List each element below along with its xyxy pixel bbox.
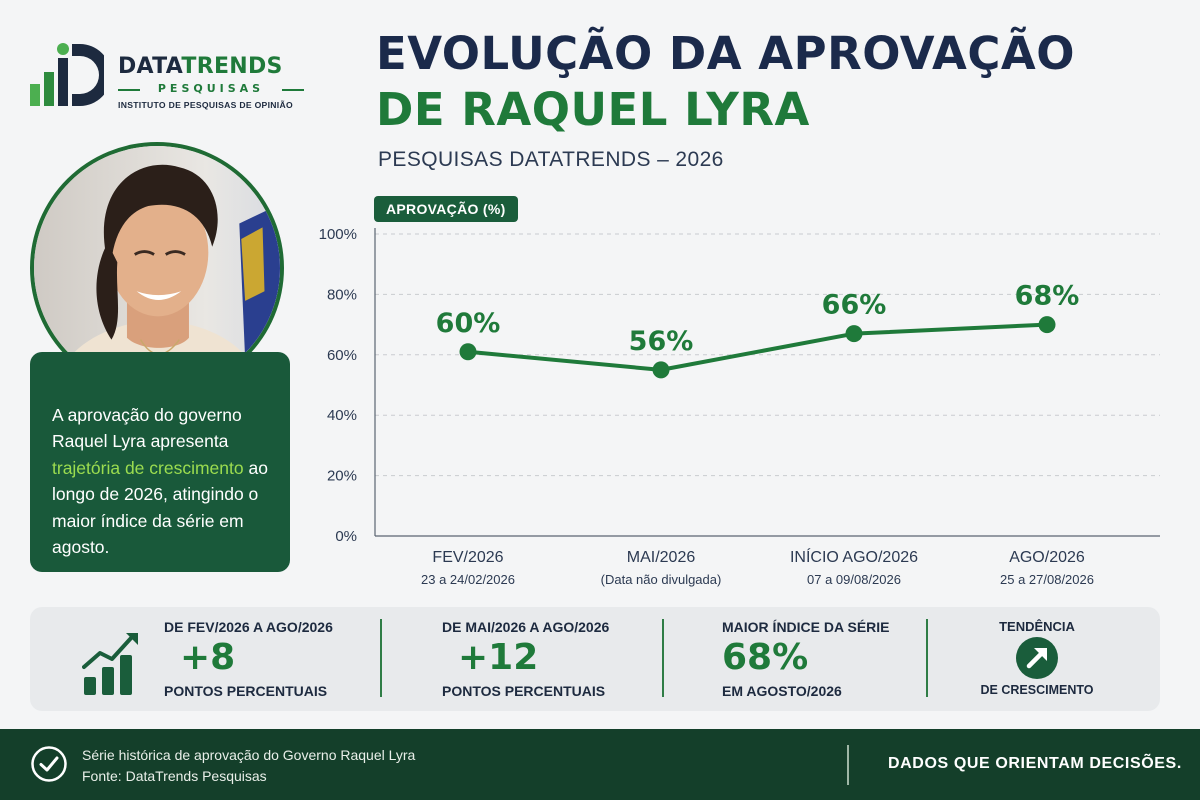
y-tick-label: 80% <box>327 286 357 303</box>
stat-caption: DE CRESCIMENTO <box>980 683 1094 697</box>
data-label: 66% <box>822 290 887 321</box>
stat-heading: DE FEV/2026 A AGO/2026 <box>164 619 333 635</box>
stat-heading: TENDÊNCIA <box>999 619 1075 634</box>
footer-slogan: DADOS QUE ORIENTAM DECISÕES. <box>888 755 1182 772</box>
brand-logo: DATATRENDS PESQUISAS INSTITUTO DE PESQUI… <box>30 40 310 120</box>
series-line-approval <box>467 322 1048 372</box>
page-subtitle: PESQUISAS DATATRENDS – 2026 <box>378 148 724 171</box>
approval-line-chart: 0% 20% 40% 60% 80% 100% FEV/2026 23 a 24/02/202… <box>319 226 1160 587</box>
data-point <box>652 361 670 379</box>
arrow-up-right-icon <box>1016 637 1058 679</box>
summary-highlight: trajetória de crescimento <box>52 457 244 478</box>
x-tick-label: MAI/2026 <box>627 549 696 566</box>
stat-value: +8 <box>180 637 236 678</box>
stat-value: 68% <box>722 637 809 678</box>
title-line-2: DE RAQUEL LYRA <box>376 83 810 136</box>
y-tick-label: 0% <box>335 528 357 545</box>
data-label: 60% <box>436 308 501 339</box>
footer-divider <box>847 745 849 785</box>
y-tick-label: 60% <box>327 347 357 364</box>
logo-wordmark: DATATRENDS <box>118 54 283 79</box>
stat-divider <box>380 619 382 697</box>
stat-caption: PONTOS PERCENTUAIS <box>442 683 606 699</box>
stat-divider <box>926 619 928 697</box>
stat-heading: DE MAI/2026 A AGO/2026 <box>442 619 610 635</box>
y-tick-label: 20% <box>327 468 357 485</box>
stat-caption: PONTOS PERCENTUAIS <box>164 683 328 699</box>
y-tick-label: 100% <box>319 226 357 243</box>
datatrends-logo-icon <box>30 43 104 106</box>
data-label: 56% <box>629 326 694 357</box>
data-point <box>1038 316 1056 334</box>
footer-source: Fonte: DataTrends Pesquisas <box>82 768 267 784</box>
growth-chart-icon <box>82 633 138 695</box>
stat-heading: MAIOR ÍNDICE DA SÉRIE <box>722 619 890 635</box>
x-tick-label: INÍCIO AGO/2026 <box>790 547 918 566</box>
stat-caption: EM AGOSTO/2026 <box>722 683 842 699</box>
data-point <box>845 325 863 343</box>
x-tick-sublabel: 23 a 24/02/2026 <box>421 572 515 587</box>
governor-portrait <box>30 142 284 394</box>
x-tick-label: AGO/2026 <box>1009 549 1085 566</box>
summary-text-1: A aprovação do governo Raquel Lyra apres… <box>52 405 242 452</box>
stat-value: +12 <box>458 637 539 678</box>
check-circle-icon <box>31 746 67 782</box>
y-tick-label: 40% <box>327 407 357 424</box>
stat-divider <box>662 619 664 697</box>
logo-subtitle: PESQUISAS <box>118 82 304 95</box>
page-title: EVOLUÇÃO DA APROVAÇÃO DE RAQUEL LYRA <box>376 26 1176 138</box>
data-label: 68% <box>1015 281 1080 312</box>
x-tick-sublabel: 25 a 27/08/2026 <box>1000 572 1094 587</box>
summary-text-2: ao longo de 2026, atingindo o maior índi… <box>52 457 268 558</box>
data-point <box>459 343 477 361</box>
stats-panel: DE FEV/2026 A AGO/2026 +8 PONTOS PERCENT… <box>30 607 1160 711</box>
x-tick-sublabel: (Data não divulgada) <box>601 572 722 587</box>
footer-description: Série histórica de aprovação do Governo … <box>82 747 416 763</box>
footer-bar: Série histórica de aprovação do Governo … <box>0 729 1200 800</box>
x-tick-label: FEV/2026 <box>432 549 503 566</box>
x-tick-sublabel: 07 a 09/08/2026 <box>807 572 901 587</box>
chart-badge: APROVAÇÃO (%) <box>374 196 518 222</box>
logo-tagline: INSTITUTO DE PESQUISAS DE OPINIÃO <box>118 100 293 110</box>
title-line-1: EVOLUÇÃO DA APROVAÇÃO <box>376 27 1075 80</box>
summary-card: A aprovação do governo Raquel Lyra apres… <box>30 352 290 572</box>
stat-trend: TENDÊNCIA DE CRESCIMENTO <box>970 607 1104 711</box>
